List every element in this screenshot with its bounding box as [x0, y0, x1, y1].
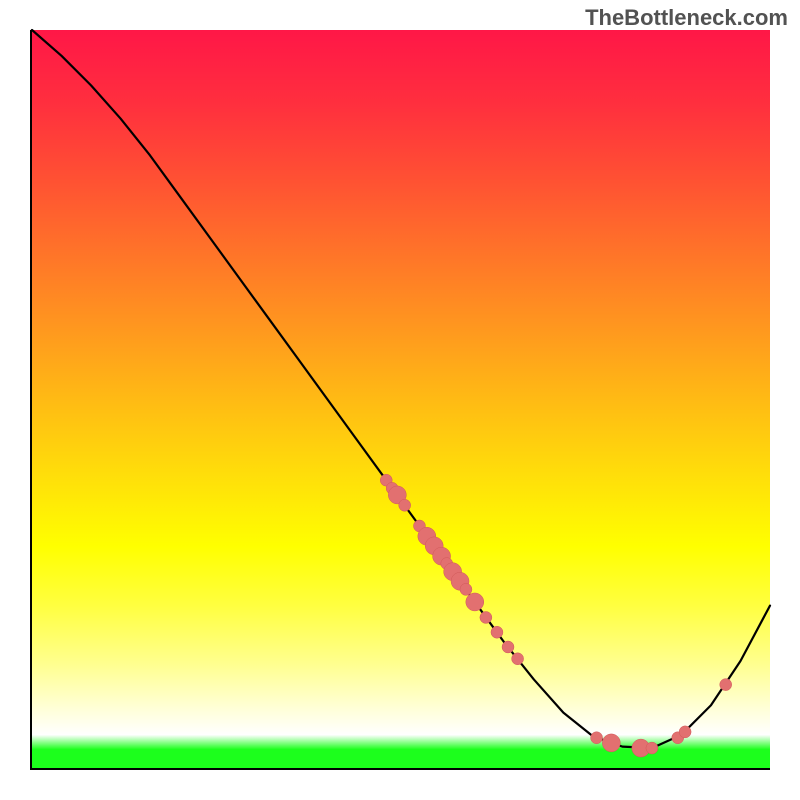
data-marker — [591, 732, 603, 744]
curve-line — [32, 30, 770, 748]
data-marker — [491, 626, 503, 638]
data-marker — [502, 641, 514, 653]
curve-overlay — [32, 30, 770, 768]
data-marker — [602, 734, 620, 752]
data-marker — [646, 742, 658, 754]
watermark-text: TheBottleneck.com — [585, 5, 788, 31]
chart-container: TheBottleneck.com — [0, 0, 800, 800]
data-marker — [399, 499, 411, 511]
data-marker — [679, 726, 691, 738]
data-markers — [380, 474, 731, 757]
data-marker — [466, 593, 484, 611]
plot-area — [30, 30, 770, 770]
data-marker — [480, 611, 492, 623]
data-marker — [720, 679, 732, 691]
data-marker — [460, 583, 472, 595]
data-marker — [512, 653, 524, 665]
